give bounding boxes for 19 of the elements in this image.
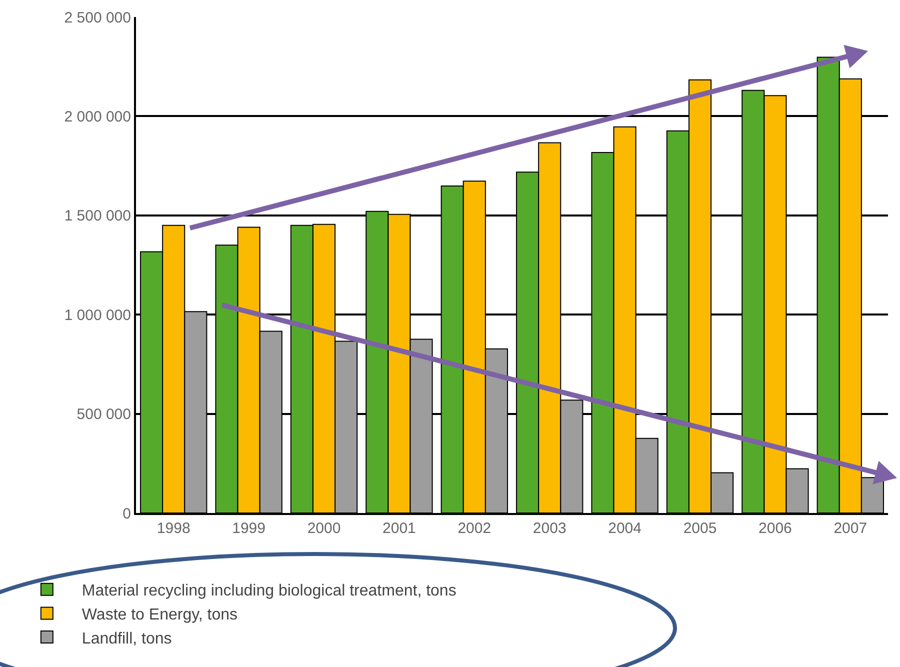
- x-tick-label: 2005: [683, 520, 717, 537]
- x-tick-label: 2002: [458, 520, 492, 537]
- y-tick-label: 2 000 000: [64, 108, 131, 126]
- x-tick-label: 2000: [307, 520, 341, 537]
- y-tick-label: 0: [122, 505, 131, 522]
- y-tick-label: 2 500 000: [64, 9, 131, 26]
- x-tick-label: 2006: [758, 520, 792, 537]
- legend-label: Waste to Energy, tons: [82, 606, 238, 624]
- x-tick-label: 1998: [156, 520, 190, 537]
- x-tick-label: 2007: [834, 520, 868, 537]
- y-tick-label: 1 500 000: [64, 208, 131, 225]
- y-tick-label: 1 000 000: [64, 306, 131, 324]
- y-tick-label: 500 000: [76, 406, 131, 424]
- x-tick-label: 2001: [382, 520, 416, 537]
- x-tick-label: 2004: [608, 520, 642, 537]
- x-tick-label: 1999: [232, 520, 266, 537]
- legend-label: Material recycling including biological treatment, tons: [82, 582, 456, 600]
- legend-label: Landfill, tons: [82, 630, 172, 648]
- x-tick-label: 2003: [532, 520, 566, 537]
